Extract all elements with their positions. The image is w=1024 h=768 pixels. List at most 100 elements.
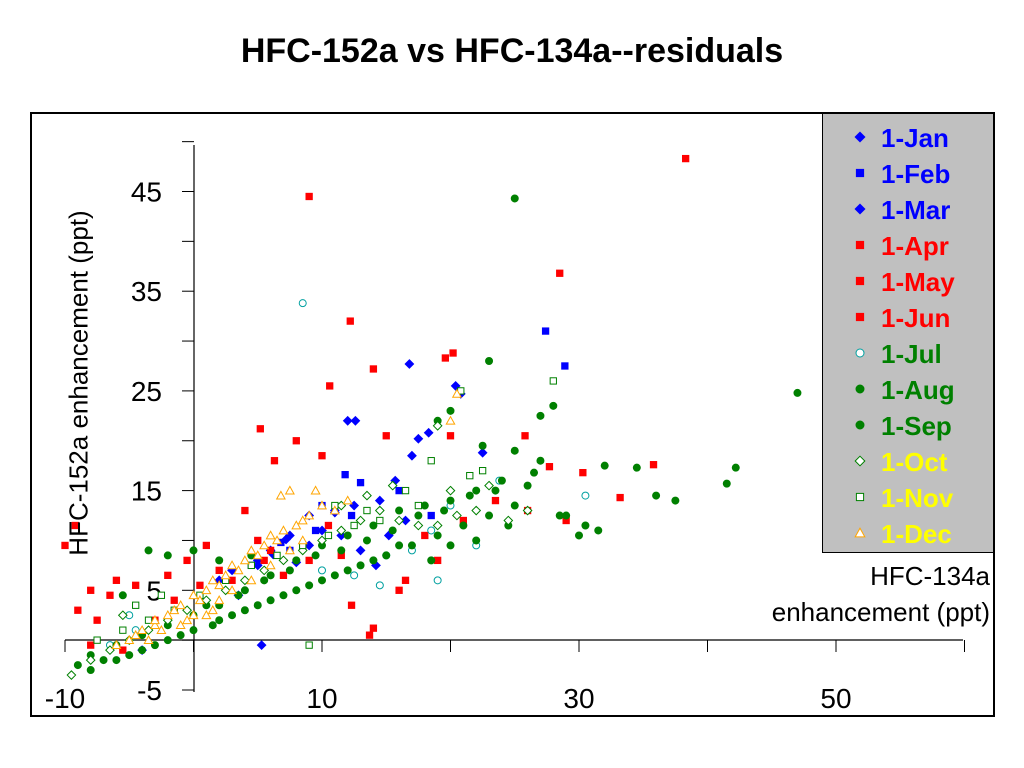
- data-point: [510, 501, 519, 510]
- x-axis-label-line2: enhancement (ppt): [771, 597, 990, 627]
- data-point: [387, 480, 398, 491]
- data-point: [388, 526, 397, 535]
- legend-label-feb: 1-Feb: [881, 159, 951, 189]
- data-point: [395, 586, 403, 594]
- data-point: [530, 468, 539, 477]
- data-point: [369, 365, 378, 373]
- data-point: [228, 611, 237, 620]
- data-point: [472, 536, 481, 545]
- legend-label-mar: 1-Mar: [881, 195, 951, 225]
- legend-marker-shape: [854, 131, 866, 143]
- data-point: [446, 541, 455, 550]
- series-1-dec: [111, 388, 462, 649]
- data-point: [93, 636, 101, 644]
- data-point: [196, 581, 204, 589]
- data-point: [581, 491, 590, 500]
- data-point: [555, 511, 564, 520]
- data-point: [441, 354, 450, 362]
- data-point: [423, 427, 434, 438]
- data-point: [125, 651, 134, 660]
- data-point: [214, 580, 225, 590]
- legend: 1-Jan 1-Feb 1-Mar 1-Apr 1-May 1-Jun 1-Ju…: [822, 113, 994, 553]
- data-point: [169, 605, 180, 615]
- data-point: [291, 520, 302, 530]
- data-point: [292, 556, 301, 565]
- data-point: [369, 624, 378, 632]
- data-point: [491, 486, 500, 495]
- chart-frame: [30, 112, 995, 717]
- data-point: [579, 469, 587, 477]
- data-point: [265, 530, 276, 540]
- data-point: [284, 545, 295, 555]
- legend-marker-nov: [855, 492, 865, 502]
- data-point: [446, 432, 455, 440]
- data-point: [343, 566, 352, 575]
- data-point: [497, 476, 506, 485]
- data-point: [336, 525, 347, 536]
- data-point: [117, 610, 128, 621]
- data-point: [491, 496, 500, 505]
- legend-marker-shape: [854, 203, 866, 215]
- data-point: [183, 556, 191, 565]
- data-point: [175, 619, 186, 630]
- data-point: [175, 600, 186, 610]
- data-point: [556, 269, 564, 277]
- data-point: [252, 550, 263, 560]
- data-point: [414, 501, 423, 510]
- data-point: [61, 541, 69, 550]
- legend-marker-sep: [855, 420, 865, 430]
- data-point: [433, 576, 442, 585]
- data-point: [271, 535, 283, 545]
- data-point: [66, 670, 77, 680]
- data-point: [432, 420, 443, 431]
- data-point: [246, 575, 257, 585]
- legend-marker-shape: [855, 312, 865, 322]
- legend-marker-shape: [855, 384, 865, 394]
- data-point: [318, 452, 326, 460]
- data-point: [285, 566, 294, 575]
- data-point: [310, 485, 321, 495]
- data-point: [324, 521, 333, 530]
- legend-item-oct: 1-Oct: [823, 444, 993, 480]
- y-tick-label: 5: [146, 575, 162, 606]
- data-point: [207, 605, 218, 615]
- data-point: [421, 531, 429, 540]
- data-point: [472, 486, 481, 495]
- data-point: [318, 576, 326, 585]
- data-point: [279, 571, 288, 579]
- data-point: [330, 571, 339, 580]
- data-point: [149, 619, 160, 630]
- data-point: [106, 591, 114, 599]
- data-point: [485, 356, 494, 365]
- data-point: [356, 561, 365, 570]
- data-point: [649, 461, 658, 469]
- legend-marker-shape: [855, 420, 865, 430]
- data-point: [434, 556, 442, 565]
- legend-item-apr: 1-Apr: [823, 228, 993, 264]
- data-point: [427, 556, 436, 565]
- data-point: [318, 566, 326, 575]
- legend-item-jan: 1-Jan: [823, 120, 993, 156]
- legend-marker-jun: [855, 312, 865, 322]
- data-point: [215, 566, 223, 575]
- data-point: [256, 640, 267, 651]
- legend-item-dec: 1-Dec: [823, 516, 993, 552]
- data-point: [350, 521, 358, 530]
- data-point: [545, 463, 554, 471]
- data-point: [594, 526, 603, 535]
- data-point: [451, 388, 462, 398]
- data-point: [326, 382, 334, 390]
- legend-marker-dec: [854, 527, 866, 538]
- data-point: [414, 511, 423, 520]
- data-point: [369, 556, 378, 565]
- data-point: [343, 531, 352, 540]
- data-point: [394, 515, 405, 526]
- legend-marker-oct: [854, 455, 866, 467]
- legend-marker-shape: [855, 240, 865, 250]
- data-point: [382, 551, 391, 560]
- data-point: [375, 581, 384, 590]
- legend-marker-apr: [855, 240, 865, 250]
- data-point: [265, 560, 276, 570]
- data-point: [284, 485, 295, 495]
- data-point: [130, 629, 141, 640]
